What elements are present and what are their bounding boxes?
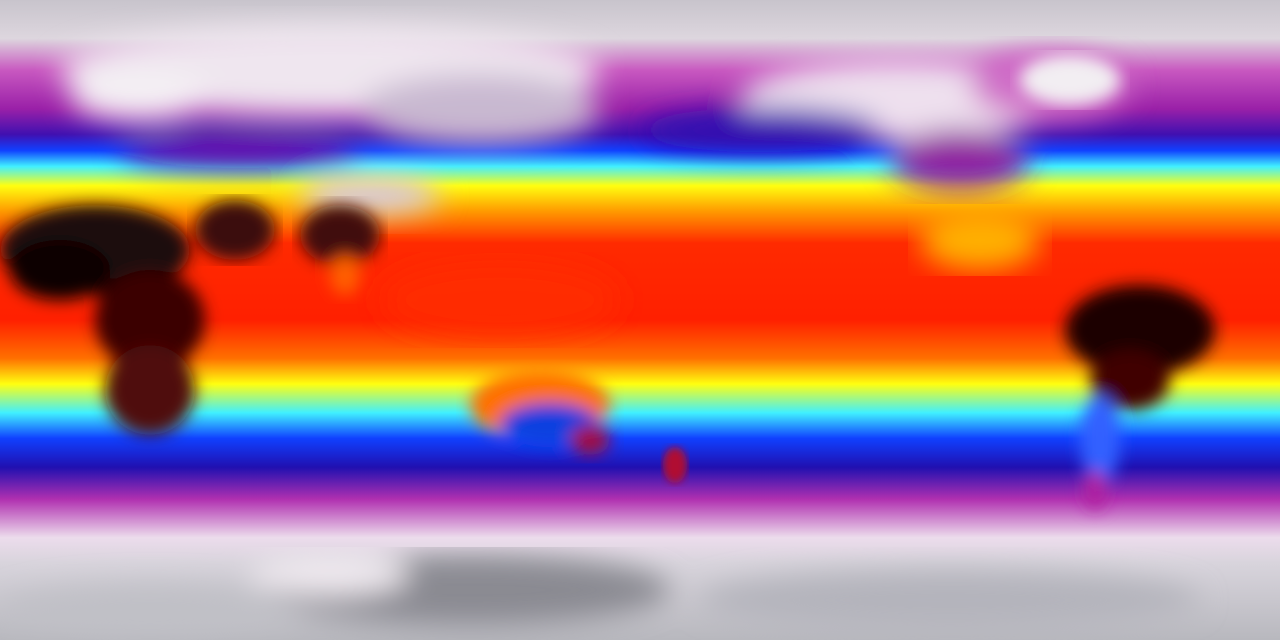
india	[300, 205, 380, 295]
africa	[0, 205, 205, 435]
eurasia	[60, 25, 600, 215]
south-america	[1065, 285, 1215, 510]
maritime-continent	[380, 260, 620, 340]
australia	[470, 370, 610, 455]
greenland	[1020, 55, 1120, 105]
antarctica	[0, 555, 1200, 635]
arabia	[195, 200, 275, 260]
central-america	[920, 210, 1040, 270]
new-zealand	[663, 447, 687, 483]
